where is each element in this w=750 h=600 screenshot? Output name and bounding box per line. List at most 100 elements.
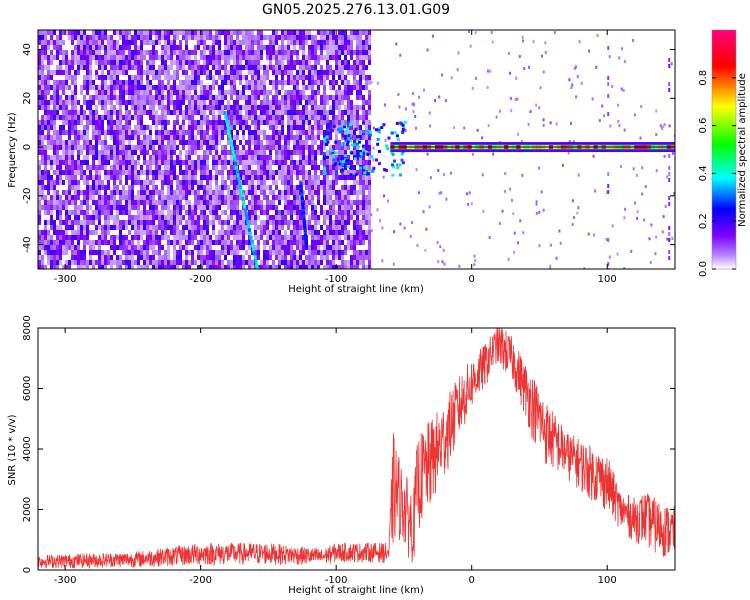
- heatmap-cell: [344, 185, 347, 190]
- heatmap-cell: [272, 190, 275, 195]
- heatmap-cell: [668, 154, 671, 158]
- heatmap-cell: [203, 40, 206, 45]
- heatmap-cell: [368, 155, 371, 160]
- heatmap-cell: [140, 45, 143, 50]
- heatmap-cell: [263, 165, 266, 170]
- heatmap-cell: [65, 75, 68, 80]
- heatmap-cell: [281, 170, 284, 175]
- heatmap-cell: [143, 55, 146, 60]
- heatmap-cell: [278, 45, 281, 50]
- heatmap-cell: [206, 235, 209, 240]
- heatmap-cell: [326, 115, 329, 120]
- heatmap-cell: [161, 125, 164, 130]
- heatmap-cell: [86, 195, 89, 200]
- heatmap-cell: [329, 160, 332, 165]
- heatmap-cell: [429, 176, 432, 180]
- heatmap-cell: [95, 230, 98, 235]
- heatmap-cell: [182, 170, 185, 175]
- heatmap-cell: [74, 185, 77, 190]
- heatmap-cell: [399, 222, 402, 226]
- heatmap-cell: [74, 100, 77, 105]
- heatmap-cell: [134, 110, 137, 115]
- heatmap-cell: [191, 210, 194, 215]
- heatmap-cell: [302, 190, 305, 195]
- heatmap-cell: [110, 95, 113, 100]
- heatmap-cell: [632, 38, 635, 42]
- heatmap-cell: [65, 60, 68, 65]
- heatmap-cell: [332, 30, 335, 35]
- heatmap-cell: [332, 205, 335, 210]
- heatmap-cell: [305, 160, 308, 165]
- heatmap-cell: [278, 55, 281, 60]
- heatmap-cell: [254, 65, 257, 70]
- heatmap-cell: [281, 60, 284, 65]
- heatmap-cell: [167, 180, 170, 185]
- heatmap-cell: [41, 80, 44, 85]
- heatmap-cell: [107, 100, 110, 105]
- heatmap-cell: [74, 175, 77, 180]
- heatmap-cell: [269, 90, 272, 95]
- heatmap-cell: [311, 180, 314, 185]
- heatmap-cell: [281, 145, 284, 150]
- heatmap-cell: [575, 95, 578, 99]
- heatmap-cell: [344, 160, 347, 165]
- heatmap-cell: [236, 220, 239, 225]
- heatmap-cell: [137, 135, 140, 140]
- heatmap-cell: [323, 55, 326, 60]
- heatmap-cell: [317, 165, 320, 170]
- heatmap-cell: [47, 90, 50, 95]
- heatmap-cell: [140, 105, 143, 110]
- heatmap-cell: [338, 60, 341, 65]
- heatmap-cell: [89, 145, 92, 150]
- heatmap-cell: [326, 125, 329, 130]
- heatmap-cell: [140, 30, 143, 35]
- drift-line-cell: [235, 169, 239, 174]
- heatmap-cell: [263, 85, 266, 90]
- heatmap-cell: [59, 195, 62, 200]
- heatmap-cell: [179, 155, 182, 160]
- heatmap-cell: [206, 60, 209, 65]
- heatmap-cell: [53, 110, 56, 115]
- heatmap-cell: [329, 185, 332, 190]
- heatmap-cell: [481, 173, 484, 177]
- heatmap-cell: [260, 185, 263, 190]
- heatmap-cell: [47, 185, 50, 190]
- heatmap-cell: [128, 220, 131, 225]
- heatmap-cell: [305, 225, 308, 230]
- heatmap-cell: [86, 60, 89, 65]
- heatmap-cell: [146, 35, 149, 40]
- heatmap-cell: [257, 150, 260, 155]
- heatmap-cell: [38, 120, 41, 125]
- heatmap-cell: [95, 140, 98, 145]
- heatmap-cell: [107, 180, 110, 185]
- heatmap-cell: [185, 45, 188, 50]
- heatmap-cell: [215, 255, 218, 260]
- heatmap-cell: [38, 195, 41, 200]
- heatmap-cell: [221, 195, 224, 200]
- heatmap-cell: [305, 145, 308, 150]
- heatmap-cell: [161, 255, 164, 260]
- heatmap-cell: [113, 65, 116, 70]
- heatmap-cell: [59, 230, 62, 235]
- heatmap-cell: [128, 55, 131, 60]
- heatmap-cell: [74, 215, 77, 220]
- heatmap-cell: [110, 110, 113, 115]
- heatmap-cell: [299, 200, 302, 205]
- heatmap-cell: [239, 30, 242, 35]
- heatmap-cell: [233, 140, 236, 145]
- heatmap-cell: [143, 190, 146, 195]
- heatmap-cell: [167, 170, 170, 175]
- heatmap-cell: [245, 180, 248, 185]
- heatmap-cell: [248, 175, 251, 180]
- heatmap-cell: [305, 60, 308, 65]
- heatmap-cell: [272, 130, 275, 135]
- heatmap-cell: [101, 265, 104, 269]
- heatmap-cell: [263, 220, 266, 225]
- heatmap-cell: [317, 45, 320, 50]
- heatmap-cell: [341, 80, 344, 85]
- heatmap-cell: [344, 65, 347, 70]
- heatmap-cell: [218, 115, 221, 120]
- heatmap-cell: [305, 220, 308, 225]
- heatmap-cell: [254, 120, 257, 125]
- heatmap-cell: [89, 105, 92, 110]
